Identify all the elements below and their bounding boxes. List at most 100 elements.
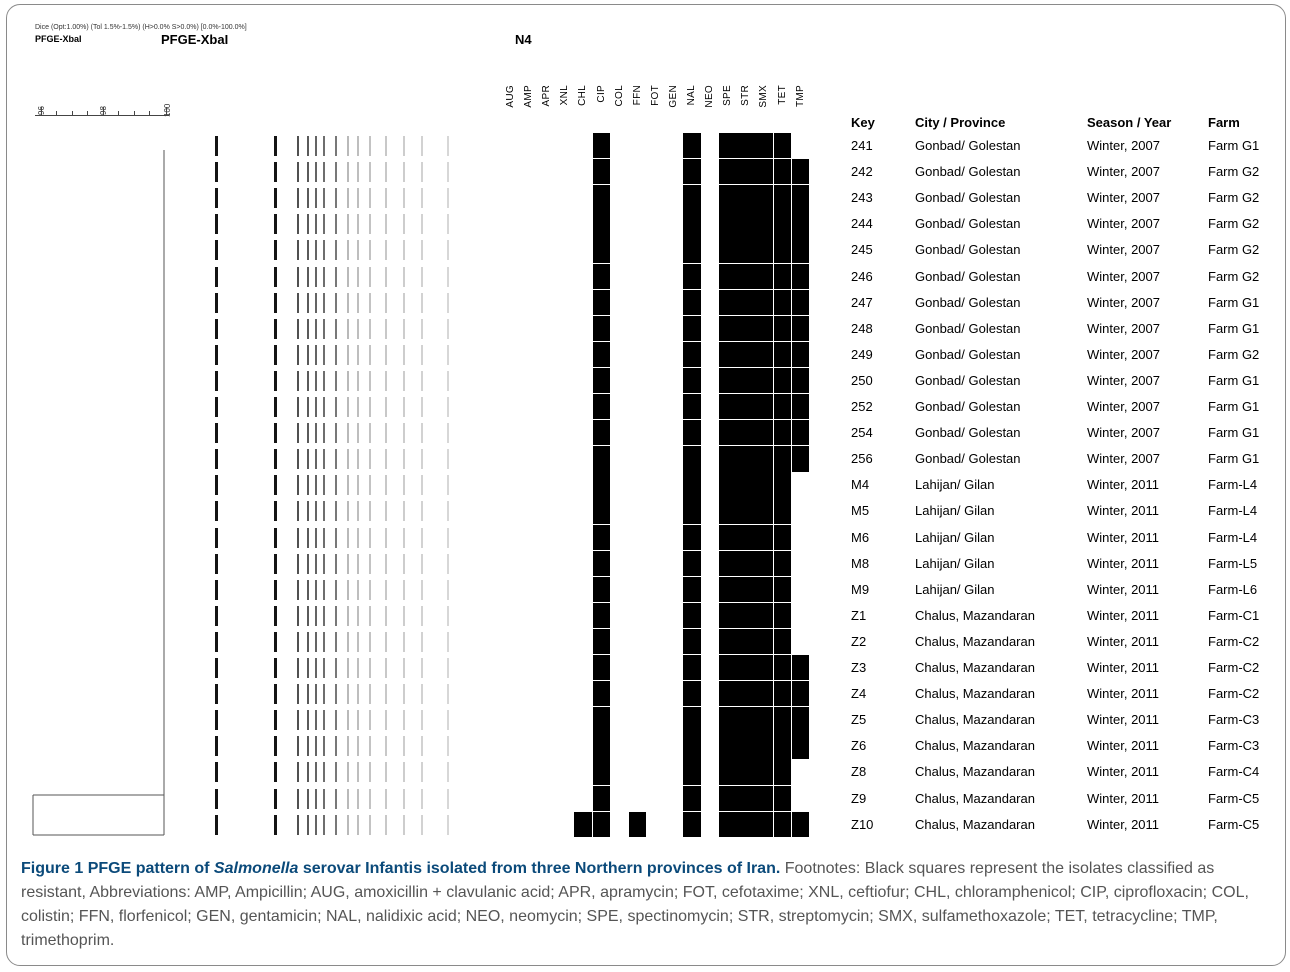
column-header-farm: Farm	[1208, 115, 1240, 130]
resistance-cell-smx	[755, 707, 774, 734]
isolate-season: Winter, 2011	[1087, 660, 1160, 675]
resistance-cell-tet	[773, 394, 793, 421]
resistance-cell-tmp	[791, 341, 811, 369]
isolate-city: Lahijan/ Gilan	[915, 477, 995, 493]
isolate-key: 250	[851, 372, 873, 388]
isolate-city: Gonbad/ Golestan	[915, 190, 1021, 206]
resistance-cell-cip	[592, 602, 612, 630]
gel-lane	[197, 498, 497, 524]
resistance-cell-cip	[592, 681, 612, 708]
resistance-cell-spe	[719, 185, 738, 212]
resistance-cell-str	[737, 681, 756, 708]
resistance-cell-str	[737, 602, 756, 630]
resistance-cell-str	[737, 185, 756, 212]
isolate-farm: Farm-C3	[1208, 738, 1260, 754]
resistance-cell-smx	[755, 785, 774, 812]
drug-header-amp: AMP	[523, 85, 535, 108]
resistance-cell-tet	[773, 472, 793, 499]
resistance-cell-spe	[719, 263, 738, 290]
gel-lane	[197, 733, 497, 759]
resistance-cell-tet	[773, 733, 793, 760]
resistance-cell-tmp	[791, 394, 811, 421]
resistance-cell-tmp	[791, 446, 811, 473]
resistance-cell-nal	[683, 759, 702, 786]
resistance-cell-str	[737, 759, 756, 786]
isolate-farm: Farm G2	[1208, 268, 1260, 284]
resistance-cell-str	[737, 628, 756, 656]
resistance-cell-str	[737, 341, 756, 369]
resistance-cell-spe	[719, 681, 738, 708]
resistance-cell-cip	[592, 707, 612, 734]
isolate-key: M4	[851, 477, 870, 493]
isolate-key: 254	[851, 425, 873, 441]
isolate-farm: Farm G1	[1208, 372, 1260, 388]
experiment-label: PFGE-XbaI	[161, 32, 229, 47]
isolate-farm: Farm-C2	[1208, 633, 1260, 649]
isolate-key: 245	[851, 242, 873, 258]
gel-lane	[197, 655, 497, 681]
resistance-cell-str	[737, 811, 756, 838]
drug-header-xnl: XNL	[559, 85, 571, 106]
gel-lane	[197, 525, 497, 551]
caption-title-pre: PFGE pattern of	[87, 860, 214, 877]
isolate-key: 241	[851, 138, 873, 153]
resistance-cell-ffn	[628, 811, 648, 838]
resistance-cell-tet	[773, 159, 793, 186]
isolate-city: Gonbad/ Golestan	[915, 346, 1021, 362]
isolate-farm: Farm-C2	[1208, 660, 1260, 675]
resistance-cell-smx	[755, 394, 774, 421]
resistance-cell-spe	[719, 237, 738, 264]
isolate-season: Winter, 2007	[1087, 399, 1160, 414]
resistance-cell-spe	[719, 211, 738, 238]
isolate-city: Chalus, Mazandaran	[915, 607, 1035, 623]
isolate-season: Winter, 2011	[1087, 790, 1160, 806]
isolate-farm: Farm G1	[1208, 451, 1260, 467]
resistance-cell-tet	[773, 759, 793, 786]
isolate-farm: Farm-L4	[1208, 477, 1258, 493]
resistance-cell-tmp	[791, 185, 811, 212]
isolate-season: Winter, 2011	[1087, 712, 1160, 728]
isolate-season: Winter, 2011	[1087, 555, 1160, 571]
isolate-season: Winter, 2011	[1087, 477, 1160, 493]
gel-lane	[197, 211, 497, 237]
isolate-season: Winter, 2007	[1087, 294, 1160, 310]
gel-lane	[197, 264, 497, 290]
gel-lane	[197, 681, 497, 707]
gel-lane	[197, 342, 497, 368]
resistance-cell-nal	[683, 446, 702, 473]
isolate-city: Chalus, Mazandaran	[915, 816, 1035, 832]
isolate-season: Winter, 2007	[1087, 190, 1160, 206]
isolate-farm: Farm-C4	[1208, 764, 1260, 780]
resistance-cell-tmp	[791, 420, 811, 447]
isolate-season: Winter, 2007	[1087, 164, 1160, 180]
resistance-cell-tmp	[791, 681, 811, 708]
resistance-cell-tmp	[791, 211, 811, 238]
resistance-cell-cip	[592, 628, 612, 656]
resistance-cell-tmp	[791, 237, 811, 264]
isolate-season: Winter, 2007	[1087, 242, 1160, 258]
resistance-cell-spe	[719, 341, 738, 369]
resistance-cell-tmp	[791, 655, 811, 682]
gel-lane	[197, 603, 497, 629]
resistance-cell-cip	[592, 785, 612, 812]
isolate-city: Gonbad/ Golestan	[915, 399, 1021, 414]
resistance-cell-tmp	[791, 289, 811, 316]
isolate-key: 248	[851, 320, 873, 336]
resistance-cell-smx	[755, 628, 774, 656]
gel-lane	[197, 394, 497, 420]
gel-lane	[197, 551, 497, 577]
isolate-city: Gonbad/ Golestan	[915, 294, 1021, 310]
resistance-cell-smx	[755, 133, 774, 160]
resistance-cell-str	[737, 263, 756, 290]
drug-header-fot: FOT	[649, 85, 661, 106]
drug-header-nal: NAL	[686, 85, 697, 106]
resistance-cell-tmp	[791, 707, 811, 734]
resistance-cell-spe	[719, 733, 738, 760]
cluster-label: N4	[515, 32, 532, 47]
isolate-season: Winter, 2011	[1087, 581, 1160, 597]
resistance-cell-smx	[755, 524, 774, 551]
isolate-season: Winter, 2007	[1087, 138, 1160, 153]
resistance-cell-cip	[592, 655, 612, 682]
isolate-city: Chalus, Mazandaran	[915, 764, 1035, 780]
resistance-cell-chl	[574, 811, 593, 838]
